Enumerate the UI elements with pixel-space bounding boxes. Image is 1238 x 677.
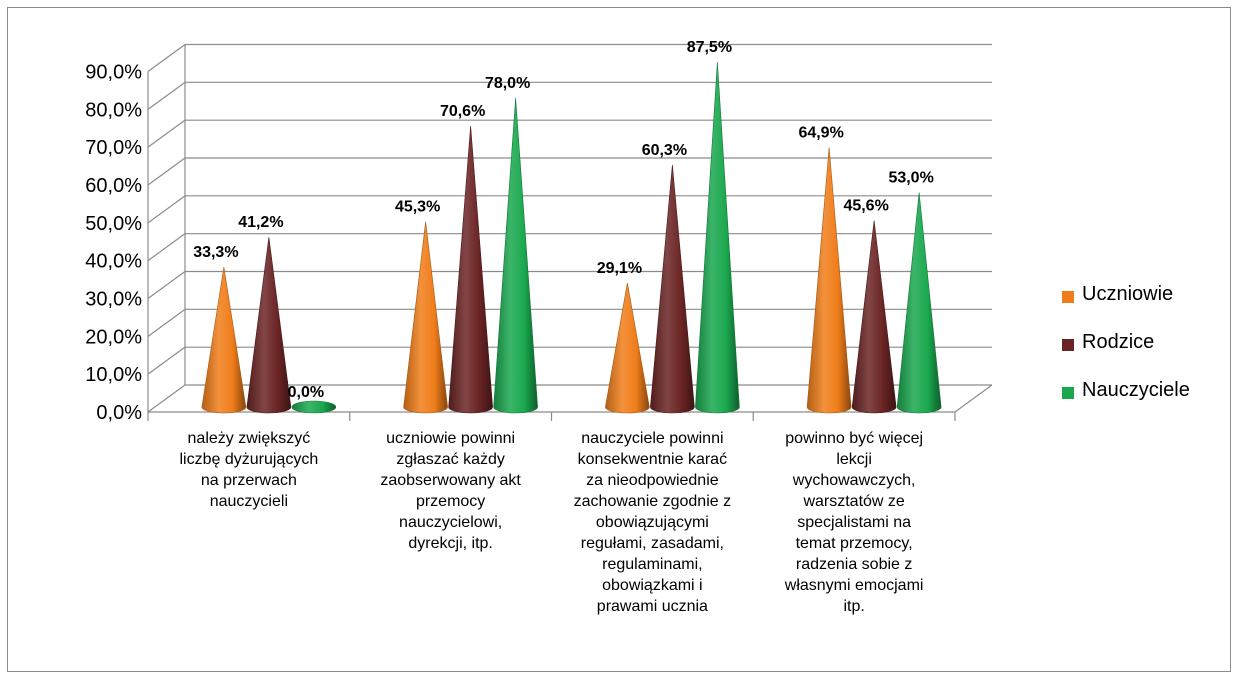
cone-nauczyciele-4 <box>896 192 942 414</box>
x-category-label: nauczyciele powinni konsekwentnie karać za… <box>573 430 732 615</box>
data-label: 64,9% <box>798 124 843 141</box>
gridline-side <box>147 44 186 72</box>
cone-uczniowie-2 <box>403 221 448 414</box>
data-labels: 33,3%41,2% 0,0% 45,3% 70,6%78,0% 29,1% 60,3% 8… <box>193 39 934 401</box>
y-tick-label: 80,0% <box>85 99 142 121</box>
data-label: 45,6% <box>843 197 888 214</box>
cone-rodzice-4 <box>851 220 897 414</box>
legend-label: Nauczyciele <box>1082 379 1190 401</box>
data-label: 53,0% <box>888 169 933 186</box>
y-tick-label: 0,0% <box>96 402 142 424</box>
cone-rodzice-2 <box>448 125 493 414</box>
x-category-label: uczniowie powinni zgłaszać każdy zaobserwo… <box>380 430 521 552</box>
data-label: 70,6% <box>440 103 485 120</box>
data-label: 33,3% <box>193 244 238 261</box>
cone-uczniowie-1 <box>201 266 247 414</box>
y-tick-label: 70,0% <box>85 137 142 159</box>
cone-rodzice-1 <box>246 237 292 414</box>
y-tick-label: 60,0% <box>85 175 142 197</box>
y-tick-label: 30,0% <box>85 289 142 311</box>
cone-rodzice-3 <box>650 164 695 414</box>
legend-swatch <box>1062 291 1074 303</box>
floor-edge <box>954 384 993 413</box>
data-label: 87,5% <box>687 39 732 56</box>
cone-nauczyciele-3 <box>695 61 740 414</box>
y-tick-label: 90,0% <box>85 62 142 84</box>
gridline-side <box>147 271 186 299</box>
gridline-side <box>147 308 186 337</box>
cone-uczniowie-3 <box>605 282 650 414</box>
y-tick-label: 50,0% <box>85 213 142 235</box>
data-label: 45,3% <box>395 199 440 216</box>
data-label: 41,2% <box>238 214 283 231</box>
y-axis-tick-labels: 0,0% 10,0% 20,0% 30,0% 40,0% 50,0% 60,0% 70,0% 8… <box>85 62 142 425</box>
y-tick-label: 10,0% <box>85 364 142 386</box>
y-tick-label: 20,0% <box>85 326 142 348</box>
gridline-side <box>147 81 186 110</box>
gridline-side <box>147 384 186 413</box>
x-category-label: powinno być więcej lekcji wychowawczych, wa… <box>784 430 924 615</box>
legend-label: Uczniowie <box>1082 283 1174 305</box>
data-label: 0,0% <box>288 384 324 401</box>
legend-label: Rodzice <box>1082 331 1155 353</box>
gridline-side <box>147 157 186 186</box>
data-label: 29,1% <box>597 260 642 277</box>
gridline-side <box>147 233 186 262</box>
cone-nauczyciele-1 <box>291 400 337 414</box>
data-label: 78,0% <box>485 75 530 92</box>
x-category-label: należy zwiększyć liczbę dyżurujących na pr… <box>179 430 319 510</box>
cone-uczniowie-4 <box>806 147 852 414</box>
legend-swatch <box>1062 339 1074 351</box>
gridline-side <box>147 195 186 224</box>
cone-nauczyciele-2 <box>493 97 538 414</box>
y-tick-label: 40,0% <box>85 251 142 273</box>
cones <box>201 61 942 414</box>
gridline-side <box>147 346 186 375</box>
gridline-side <box>147 119 186 148</box>
data-label: 60,3% <box>642 142 687 159</box>
legend-swatch <box>1062 387 1074 399</box>
